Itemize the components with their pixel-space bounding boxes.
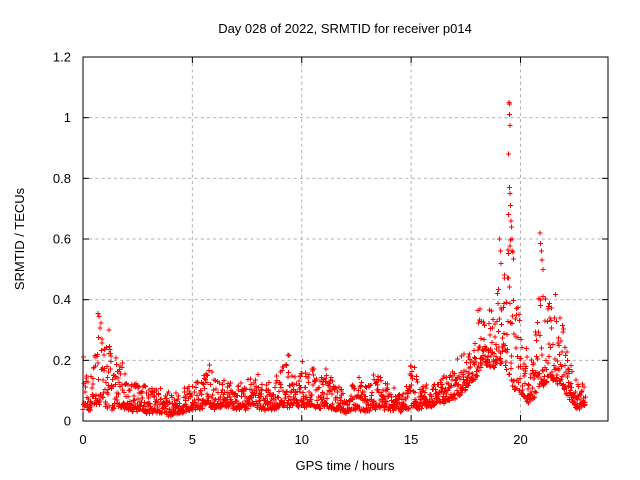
y-tick-label: 0.4 xyxy=(53,292,71,307)
y-tick-labels: 0 0.2 0.4 0.6 0.8 1 1.2 xyxy=(53,50,71,429)
y-tick-label: 0 xyxy=(64,414,71,429)
x-tick-label: 20 xyxy=(513,432,527,447)
y-tick-label: 1.2 xyxy=(53,50,71,65)
x-tick-label: 10 xyxy=(295,432,309,447)
x-tick-label: 15 xyxy=(404,432,418,447)
y-tick-label: 0.8 xyxy=(53,171,71,186)
x-tick-label: 5 xyxy=(189,432,196,447)
plot-border xyxy=(82,56,609,422)
scatter-points-path xyxy=(80,100,588,419)
data-points xyxy=(80,100,588,419)
x-tick-label: 0 xyxy=(79,432,86,447)
y-tick-label: 1 xyxy=(64,110,71,125)
grid-lines xyxy=(83,57,608,421)
y-axis-label: SRMTID / TECUs xyxy=(12,187,27,290)
x-axis-label: GPS time / hours xyxy=(296,458,395,473)
y-tick-label: 0.6 xyxy=(53,232,71,247)
chart-title: Day 028 of 2022, SRMTID for receiver p01… xyxy=(218,21,472,36)
x-tick-labels: 0 5 10 15 20 xyxy=(79,432,527,447)
y-tick-label: 0.2 xyxy=(53,353,71,368)
